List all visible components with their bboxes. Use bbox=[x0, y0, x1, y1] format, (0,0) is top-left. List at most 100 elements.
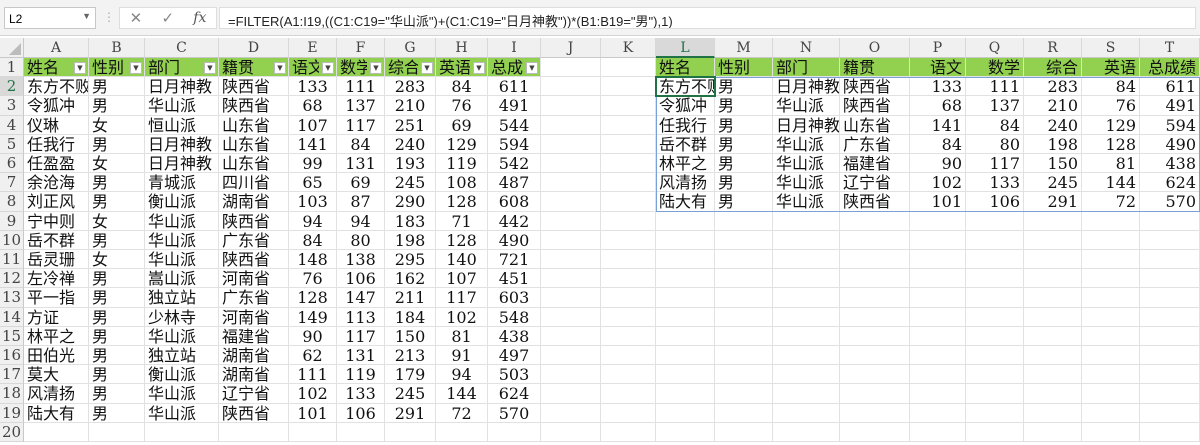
column-header-K[interactable]: K bbox=[601, 38, 656, 58]
table-cell[interactable]: 84 bbox=[1082, 77, 1140, 97]
table-cell[interactable]: 男 bbox=[715, 77, 773, 97]
table-cell[interactable]: 男 bbox=[715, 192, 773, 212]
empty-cell[interactable] bbox=[773, 307, 840, 327]
row-header-7[interactable]: 7 bbox=[0, 173, 24, 193]
table-cell[interactable]: 岳灵珊 bbox=[24, 250, 89, 270]
table-cell[interactable]: 442 bbox=[488, 211, 541, 231]
table-cell[interactable]: 140 bbox=[436, 250, 488, 270]
empty-cell[interactable] bbox=[1140, 230, 1200, 250]
table-cell[interactable]: 624 bbox=[488, 384, 541, 404]
empty-cell[interactable] bbox=[1082, 307, 1140, 327]
empty-cell[interactable] bbox=[840, 250, 910, 270]
table-cell[interactable]: 490 bbox=[1140, 134, 1200, 154]
header-cell[interactable]: 数学 bbox=[966, 58, 1024, 78]
empty-cell[interactable] bbox=[773, 422, 840, 442]
empty-cell[interactable] bbox=[541, 173, 601, 193]
table-cell[interactable]: 陕西省 bbox=[219, 403, 289, 423]
table-cell[interactable]: 东方不败 bbox=[24, 77, 89, 97]
empty-cell[interactable] bbox=[601, 134, 656, 154]
empty-cell[interactable] bbox=[601, 326, 656, 346]
empty-cell[interactable] bbox=[910, 269, 966, 289]
filter-dropdown-icon[interactable]: ▼ bbox=[204, 62, 216, 74]
table-cell[interactable]: 608 bbox=[488, 192, 541, 212]
empty-cell[interactable] bbox=[910, 307, 966, 327]
empty-cell[interactable] bbox=[541, 326, 601, 346]
table-cell[interactable]: 490 bbox=[488, 230, 541, 250]
table-cell[interactable]: 99 bbox=[289, 154, 337, 174]
chevron-down-icon[interactable]: ▼ bbox=[82, 11, 91, 21]
empty-cell[interactable] bbox=[488, 422, 541, 442]
table-cell[interactable]: 76 bbox=[436, 96, 488, 116]
table-cell[interactable]: 198 bbox=[1024, 134, 1082, 154]
drag-handle-icon[interactable]: ⋮ bbox=[103, 10, 115, 24]
table-cell[interactable]: 女 bbox=[89, 211, 145, 231]
empty-cell[interactable] bbox=[541, 134, 601, 154]
header-cell[interactable]: 性别 bbox=[715, 58, 773, 78]
row-header-6[interactable]: 6 bbox=[0, 154, 24, 174]
empty-cell[interactable] bbox=[601, 192, 656, 212]
table-cell[interactable]: 男 bbox=[715, 173, 773, 193]
empty-cell[interactable] bbox=[601, 58, 656, 78]
table-cell[interactable]: 任我行 bbox=[24, 134, 89, 154]
table-cell[interactable]: 491 bbox=[1140, 96, 1200, 116]
table-cell[interactable]: 刘正风 bbox=[24, 192, 89, 212]
empty-cell[interactable] bbox=[541, 77, 601, 97]
row-header-8[interactable]: 8 bbox=[0, 192, 24, 212]
column-header-O[interactable]: O bbox=[840, 38, 910, 58]
table-cell[interactable]: 106 bbox=[337, 269, 385, 289]
table-cell[interactable]: 570 bbox=[488, 403, 541, 423]
table-cell[interactable]: 240 bbox=[385, 134, 436, 154]
empty-cell[interactable] bbox=[541, 211, 601, 231]
empty-cell[interactable] bbox=[1082, 384, 1140, 404]
table-cell[interactable]: 71 bbox=[436, 211, 488, 231]
empty-cell[interactable] bbox=[910, 365, 966, 385]
header-cell[interactable]: 综合 ▼ bbox=[385, 58, 436, 78]
header-cell[interactable]: 英语 bbox=[1082, 58, 1140, 78]
table-cell[interactable]: 少林寺 bbox=[145, 307, 219, 327]
table-cell[interactable]: 107 bbox=[436, 269, 488, 289]
empty-cell[interactable] bbox=[910, 403, 966, 423]
empty-cell[interactable] bbox=[656, 403, 715, 423]
table-cell[interactable]: 左冷禅 bbox=[24, 269, 89, 289]
empty-cell[interactable] bbox=[601, 384, 656, 404]
header-cell[interactable]: 姓名 bbox=[656, 58, 715, 78]
empty-cell[interactable] bbox=[541, 288, 601, 308]
table-cell[interactable]: 84 bbox=[289, 230, 337, 250]
column-header-B[interactable]: B bbox=[89, 38, 145, 58]
empty-cell[interactable] bbox=[773, 403, 840, 423]
table-cell[interactable]: 137 bbox=[966, 96, 1024, 116]
table-cell[interactable]: 令狐冲 bbox=[24, 96, 89, 116]
row-header-2[interactable]: 2 bbox=[0, 77, 24, 97]
table-cell[interactable]: 岳不群 bbox=[24, 230, 89, 250]
table-cell[interactable]: 111 bbox=[337, 77, 385, 97]
column-header-R[interactable]: R bbox=[1024, 38, 1082, 58]
row-header-19[interactable]: 19 bbox=[0, 403, 24, 423]
table-cell[interactable]: 487 bbox=[488, 173, 541, 193]
empty-cell[interactable] bbox=[1082, 346, 1140, 366]
empty-cell[interactable] bbox=[1024, 288, 1082, 308]
table-cell[interactable]: 辽宁省 bbox=[219, 384, 289, 404]
table-cell[interactable]: 119 bbox=[337, 365, 385, 385]
table-cell[interactable]: 陕西省 bbox=[840, 192, 910, 212]
table-cell[interactable]: 245 bbox=[385, 173, 436, 193]
empty-cell[interactable] bbox=[773, 365, 840, 385]
table-cell[interactable]: 141 bbox=[910, 115, 966, 135]
empty-cell[interactable] bbox=[541, 384, 601, 404]
table-cell[interactable]: 72 bbox=[1082, 192, 1140, 212]
empty-cell[interactable] bbox=[1082, 326, 1140, 346]
empty-cell[interactable] bbox=[840, 211, 910, 231]
table-cell[interactable]: 华山派 bbox=[773, 192, 840, 212]
empty-cell[interactable] bbox=[541, 58, 601, 78]
table-cell[interactable]: 107 bbox=[289, 115, 337, 135]
header-cell[interactable]: 数学▼ bbox=[337, 58, 385, 78]
table-cell[interactable]: 男 bbox=[89, 346, 145, 366]
empty-cell[interactable] bbox=[1024, 422, 1082, 442]
empty-cell[interactable] bbox=[601, 307, 656, 327]
table-cell[interactable]: 291 bbox=[385, 403, 436, 423]
header-cell[interactable]: 总成绩▼ bbox=[488, 58, 541, 78]
table-cell[interactable]: 111 bbox=[966, 77, 1024, 97]
empty-cell[interactable] bbox=[966, 288, 1024, 308]
column-header-S[interactable]: S bbox=[1082, 38, 1140, 58]
table-cell[interactable]: 102 bbox=[436, 307, 488, 327]
empty-cell[interactable] bbox=[773, 211, 840, 231]
